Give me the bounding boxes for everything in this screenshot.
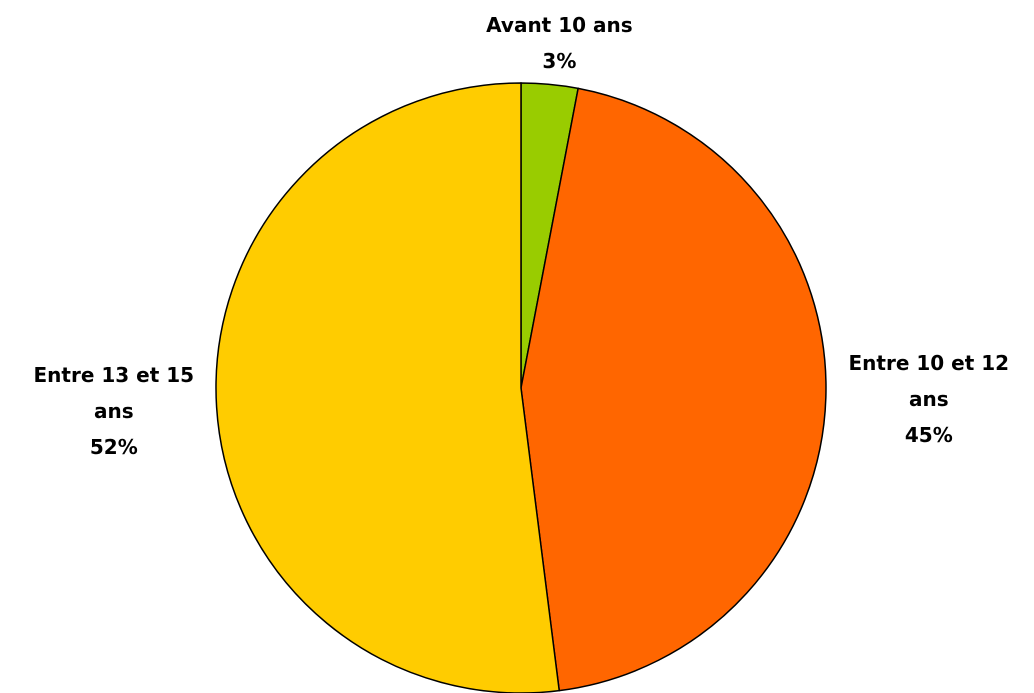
- slice-value: 3%: [542, 48, 577, 73]
- slice-label: Avant 10 ans 3%: [462, 7, 656, 79]
- slice-name: Entre 13 et 15 ans: [33, 362, 195, 423]
- slice-value: 52%: [89, 434, 138, 459]
- slice-value: 45%: [904, 423, 953, 448]
- slice-name: Avant 10 ans: [486, 12, 633, 37]
- slice-name: Entre 10 et 12 ans: [848, 351, 1010, 412]
- pie-slice: [520, 87, 827, 692]
- slice-label: Entre 10 et 12 ans 45%: [832, 345, 1026, 453]
- slice-label: Entre 13 et 15 ans 52%: [17, 357, 211, 465]
- pie-slice: [215, 82, 561, 693]
